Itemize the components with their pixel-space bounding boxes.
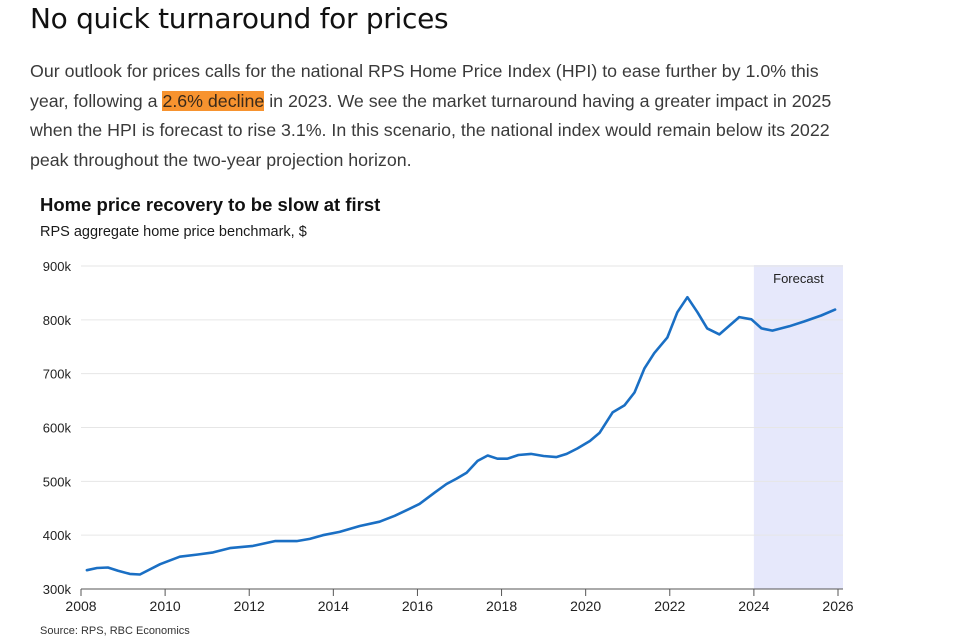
data-point: [139, 573, 142, 576]
data-point: [408, 508, 411, 511]
data-point: [338, 531, 341, 534]
data-point: [834, 308, 837, 311]
y-tick-label: 300k: [43, 582, 72, 597]
data-point: [486, 454, 489, 457]
chart-subtitle: RPS aggregate home price benchmark, $: [40, 224, 307, 240]
x-tick-label: 2010: [150, 598, 181, 614]
x-tick-label: 2026: [822, 598, 853, 614]
y-tick-label: 900k: [43, 259, 72, 274]
data-point: [496, 457, 499, 460]
y-tick-label: 400k: [43, 528, 72, 543]
data-point: [718, 333, 721, 336]
data-point: [686, 296, 689, 299]
article-headline: No quick turnaround for prices: [30, 2, 449, 35]
data-point: [476, 460, 479, 463]
data-point: [107, 566, 110, 569]
data-point: [598, 432, 601, 435]
x-tick-label: 2016: [402, 598, 433, 614]
x-tick-label: 2008: [65, 598, 96, 614]
x-tick-label: 2014: [318, 598, 349, 614]
x-tick-label: 2024: [738, 598, 769, 614]
data-point: [86, 569, 89, 572]
data-point: [530, 453, 533, 456]
data-point: [706, 327, 709, 330]
data-point: [322, 534, 325, 537]
data-point: [633, 391, 636, 394]
x-tick-label: 2022: [654, 598, 685, 614]
data-point: [418, 503, 421, 506]
data-point: [803, 320, 806, 323]
highlighted-text: 2.6% decline: [162, 90, 265, 111]
y-axis: 300k 400k 500k 600k 700k 800k 900k: [43, 259, 72, 597]
series-line-0: [85, 295, 837, 576]
data-point: [653, 352, 656, 355]
data-point: [542, 455, 545, 458]
gridlines: [81, 265, 843, 536]
data-point: [96, 567, 99, 570]
data-point: [229, 547, 232, 550]
data-point: [576, 447, 579, 450]
data-point: [129, 573, 132, 576]
x-tick-label: 2020: [570, 598, 601, 614]
data-point: [760, 327, 763, 330]
x-tick-label: 2018: [486, 598, 517, 614]
data-point: [197, 553, 200, 556]
data-point: [555, 456, 558, 459]
data-point: [465, 471, 468, 474]
data-point: [517, 454, 520, 457]
data-point: [611, 411, 614, 414]
x-axis: 2008 2010 2012 2014 2016 2018 2020 2022 2024 2026: [65, 588, 854, 614]
series-layer: [85, 295, 837, 576]
data-point: [676, 311, 679, 314]
data-point: [643, 367, 646, 370]
data-point: [359, 525, 362, 528]
y-tick-label: 500k: [43, 474, 72, 489]
data-point: [212, 551, 215, 554]
data-point: [378, 520, 381, 523]
data-point: [589, 440, 592, 443]
data-point: [159, 563, 162, 566]
chart-source: Source: RPS, RBC Economics: [40, 625, 190, 637]
data-point: [623, 404, 626, 407]
data-point: [455, 477, 458, 480]
data-point: [295, 540, 298, 543]
y-tick-label: 800k: [43, 313, 72, 328]
data-point: [696, 311, 699, 314]
x-tick-label: 2012: [234, 598, 265, 614]
data-point: [433, 491, 436, 494]
data-point: [738, 316, 741, 319]
data-point: [565, 453, 568, 456]
data-point: [179, 555, 182, 558]
data-point: [820, 314, 823, 317]
y-tick-label: 700k: [43, 367, 72, 382]
paragraph-text-before: Our outlook for prices calls for the nat…: [30, 61, 819, 111]
data-point: [771, 329, 774, 332]
article-paragraph: Our outlook for prices calls for the nat…: [30, 57, 860, 175]
data-point: [506, 457, 509, 460]
data-point: [274, 540, 277, 543]
forecast-label: Forecast: [773, 271, 824, 286]
data-point: [445, 483, 448, 486]
data-point: [252, 545, 255, 548]
data-point: [309, 538, 312, 541]
data-point: [117, 569, 120, 572]
y-tick-label: 600k: [43, 421, 72, 436]
data-point: [666, 336, 669, 339]
data-point: [393, 515, 396, 518]
data-point: [750, 318, 753, 321]
paragraph-text-after: in 2023. We see the market turnaround ha…: [30, 90, 832, 170]
data-point: [788, 325, 791, 328]
chart-title: Home price recovery to be slow at first: [40, 194, 381, 215]
